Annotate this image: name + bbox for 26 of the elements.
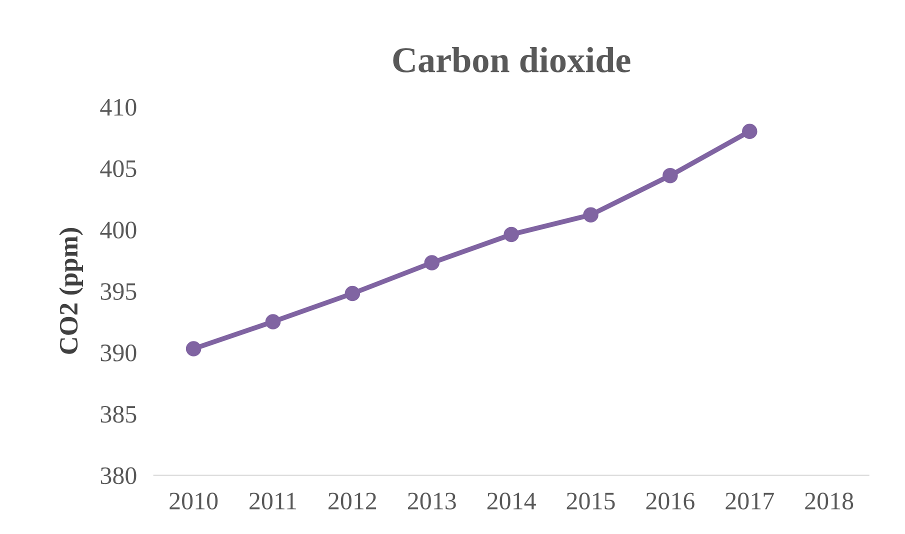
- x-tick-label: 2013: [408, 492, 456, 510]
- x-tick-label: 2010: [170, 492, 218, 510]
- y-tick-label: 395: [100, 283, 136, 300]
- point: [186, 341, 202, 356]
- point: [504, 226, 519, 242]
- y-tick-label: 380: [100, 467, 136, 484]
- point: [265, 314, 281, 330]
- x-tick-label: 2012: [328, 492, 376, 510]
- x-tick-label: 2015: [566, 492, 615, 510]
- y-tick-label: 390: [100, 344, 136, 362]
- point: [344, 286, 360, 302]
- y-tick-label: 405: [100, 160, 136, 178]
- x-tick-label: 2017: [726, 492, 774, 510]
- y-tick-label: 410: [100, 98, 136, 116]
- x-tick-label: 2016: [646, 492, 694, 510]
- y-tick-label: 400: [100, 222, 136, 239]
- y-tick-label: 385: [100, 406, 136, 423]
- point: [583, 207, 598, 223]
- point: [424, 255, 440, 270]
- x-tick-label: 2011: [250, 492, 296, 510]
- chart-title: Carbon dioxide: [393, 47, 630, 72]
- x-tick-label: 2018: [805, 492, 854, 510]
- point: [742, 124, 758, 140]
- point: [662, 168, 678, 184]
- y-axis-title: CO2 (ppm): [59, 228, 84, 354]
- x-tick-label: 2014: [487, 492, 536, 510]
